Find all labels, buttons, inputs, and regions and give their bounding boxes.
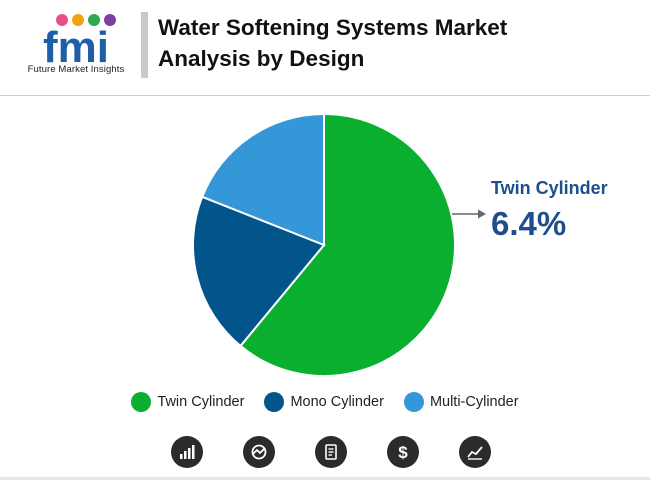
header-divider [0, 95, 650, 96]
legend-label-mono: Mono Cylinder [290, 394, 384, 410]
pie-slice-twin-cylinder [239, 112, 456, 377]
logo-dot-purple [104, 14, 116, 26]
logo-dot-pink [56, 14, 68, 26]
legend-item-twin-cylinder: Twin Cylinder [131, 392, 244, 412]
pie-slice-multi-cylinder [200, 112, 325, 247]
chart-legend: Twin Cylinder Mono Cylinder Multi-Cylind… [0, 392, 650, 412]
legend-item-mono-cylinder: Mono Cylinder [264, 392, 384, 412]
legend-label-twin: Twin Cylinder [157, 394, 245, 410]
logo-dot-orange [72, 14, 84, 26]
pie-slice-mono-cylinder [192, 195, 326, 348]
page-title-line2: Analysis by Design [158, 46, 365, 71]
callout-label: Twin Cylinder [491, 178, 608, 198]
header: fmi Future Market Insights Water Softeni… [0, 0, 650, 96]
footer-icons: $ [0, 436, 650, 470]
logo-subtitle: Future Market Insights [27, 64, 125, 75]
page-title-line1: Water Softening Systems Market [158, 15, 508, 40]
legend-swatch-twin [131, 392, 152, 412]
bar-chart-icon [171, 436, 203, 468]
title-divider [141, 12, 148, 78]
legend-item-multi-cylinder: Multi-Cylinder [403, 392, 519, 412]
fmi-logo: fmi Future Market Insights [14, 10, 138, 82]
dollar-icon: $ [387, 436, 419, 468]
pie-slices [192, 112, 456, 377]
svg-text:$: $ [398, 443, 408, 461]
legend-swatch-multi [403, 392, 424, 412]
legend-label-multi: Multi-Cylinder [429, 394, 519, 410]
logo-mark: fmi [43, 14, 116, 72]
callout-value: 6.4% [491, 205, 567, 242]
page-title: Water Softening Systems Market Analysis … [158, 12, 618, 74]
callout-arrow-head [478, 209, 486, 219]
document-icon [315, 436, 347, 468]
footer-divider [0, 477, 650, 480]
logo-text: fmi [43, 23, 109, 66]
logo-dot-green [88, 14, 100, 26]
legend-swatch-mono [264, 392, 285, 412]
pie-chart [192, 112, 486, 377]
analytics-icon [243, 436, 275, 468]
growth-chart-icon [459, 436, 491, 468]
